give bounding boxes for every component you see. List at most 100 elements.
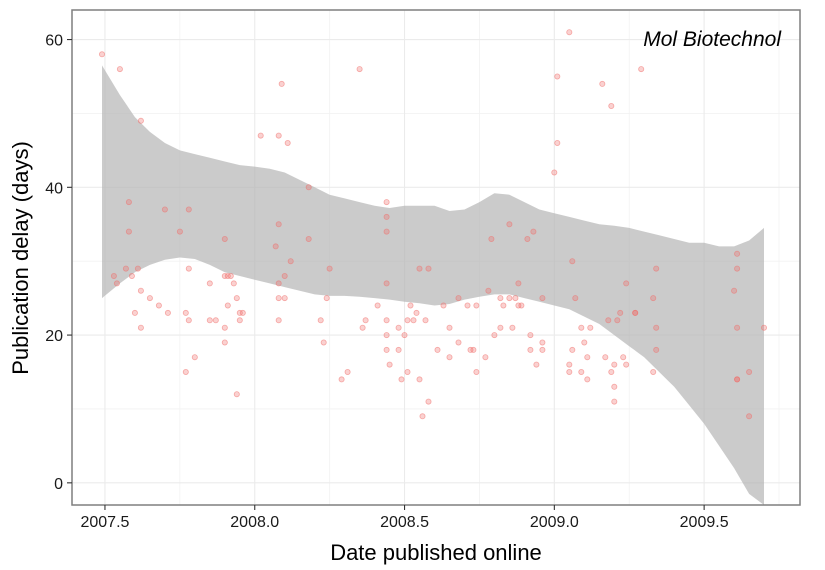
data-point <box>653 265 660 272</box>
data-point <box>131 309 138 316</box>
data-point <box>338 376 345 383</box>
data-point <box>572 295 579 302</box>
data-point <box>464 302 471 309</box>
data-point <box>161 206 168 213</box>
data-point <box>533 361 540 368</box>
data-point <box>653 324 660 331</box>
data-point <box>227 272 234 279</box>
data-point <box>413 309 420 316</box>
data-point <box>110 272 117 279</box>
data-point <box>434 346 441 353</box>
data-point <box>587 324 594 331</box>
data-point <box>638 66 645 73</box>
data-point <box>485 287 492 294</box>
data-point <box>206 280 213 287</box>
data-point <box>539 339 546 346</box>
data-point <box>134 265 141 272</box>
data-points <box>99 29 768 420</box>
data-point <box>734 324 741 331</box>
data-point <box>497 324 504 331</box>
data-point <box>164 309 171 316</box>
data-point <box>185 317 192 324</box>
data-point <box>221 339 228 346</box>
data-point <box>356 66 363 73</box>
data-point <box>539 346 546 353</box>
data-point <box>512 295 519 302</box>
data-point <box>491 332 498 339</box>
data-point <box>233 295 240 302</box>
data-point <box>425 265 432 272</box>
data-point <box>191 354 198 361</box>
data-point <box>137 117 144 124</box>
data-point <box>398 376 405 383</box>
data-point <box>617 309 624 316</box>
y-axis-ticks: 0 20 40 60 <box>45 33 72 493</box>
data-point <box>99 51 106 58</box>
y-axis-title: Publication delay (days) <box>8 141 33 375</box>
data-point <box>515 302 522 309</box>
data-point <box>137 287 144 294</box>
data-point <box>236 317 243 324</box>
journal-annotation: Mol Biotechnol <box>643 28 782 51</box>
data-point <box>473 302 480 309</box>
data-point <box>287 258 294 265</box>
data-point <box>539 295 546 302</box>
data-point <box>530 228 537 235</box>
data-point <box>404 368 411 375</box>
data-point <box>566 361 573 368</box>
data-point <box>524 235 531 242</box>
data-point <box>305 235 312 242</box>
data-point <box>581 339 588 346</box>
data-point <box>224 302 231 309</box>
x-tick-label: 2009.0 <box>530 514 579 531</box>
data-point <box>554 139 561 146</box>
data-point <box>509 324 516 331</box>
x-tick-label: 2008.5 <box>380 514 429 531</box>
data-point <box>125 199 132 206</box>
data-point <box>527 346 534 353</box>
data-point <box>734 250 741 257</box>
data-point <box>470 346 477 353</box>
data-point <box>584 376 591 383</box>
data-point <box>185 206 192 213</box>
data-point <box>515 280 522 287</box>
data-point <box>605 317 612 324</box>
data-point <box>383 213 390 220</box>
data-point <box>422 317 429 324</box>
data-point <box>317 317 324 324</box>
data-point <box>419 413 426 420</box>
data-point <box>125 228 132 235</box>
data-point <box>320 339 327 346</box>
data-point <box>608 103 615 110</box>
data-point <box>746 368 753 375</box>
data-point <box>275 221 282 228</box>
data-point <box>221 272 228 279</box>
data-point <box>176 228 183 235</box>
x-axis-title: Date published online <box>330 540 542 565</box>
data-point <box>401 332 408 339</box>
data-point <box>284 139 291 146</box>
data-point <box>410 317 417 324</box>
data-point <box>344 368 351 375</box>
data-point <box>488 235 495 242</box>
data-point <box>416 265 423 272</box>
data-point <box>395 324 402 331</box>
x-tick-label: 2009.5 <box>680 514 729 531</box>
data-point <box>584 354 591 361</box>
data-point <box>239 309 246 316</box>
y-tick-label: 0 <box>54 476 63 493</box>
data-point <box>551 169 558 176</box>
data-point <box>416 376 423 383</box>
data-point <box>578 368 585 375</box>
data-point <box>653 346 660 353</box>
data-point <box>500 302 507 309</box>
data-point <box>383 199 390 206</box>
data-point <box>326 265 333 272</box>
data-point <box>554 73 561 80</box>
data-point <box>275 132 282 139</box>
data-point <box>404 317 411 324</box>
data-point <box>611 383 618 390</box>
data-point <box>386 361 393 368</box>
data-point <box>497 295 504 302</box>
